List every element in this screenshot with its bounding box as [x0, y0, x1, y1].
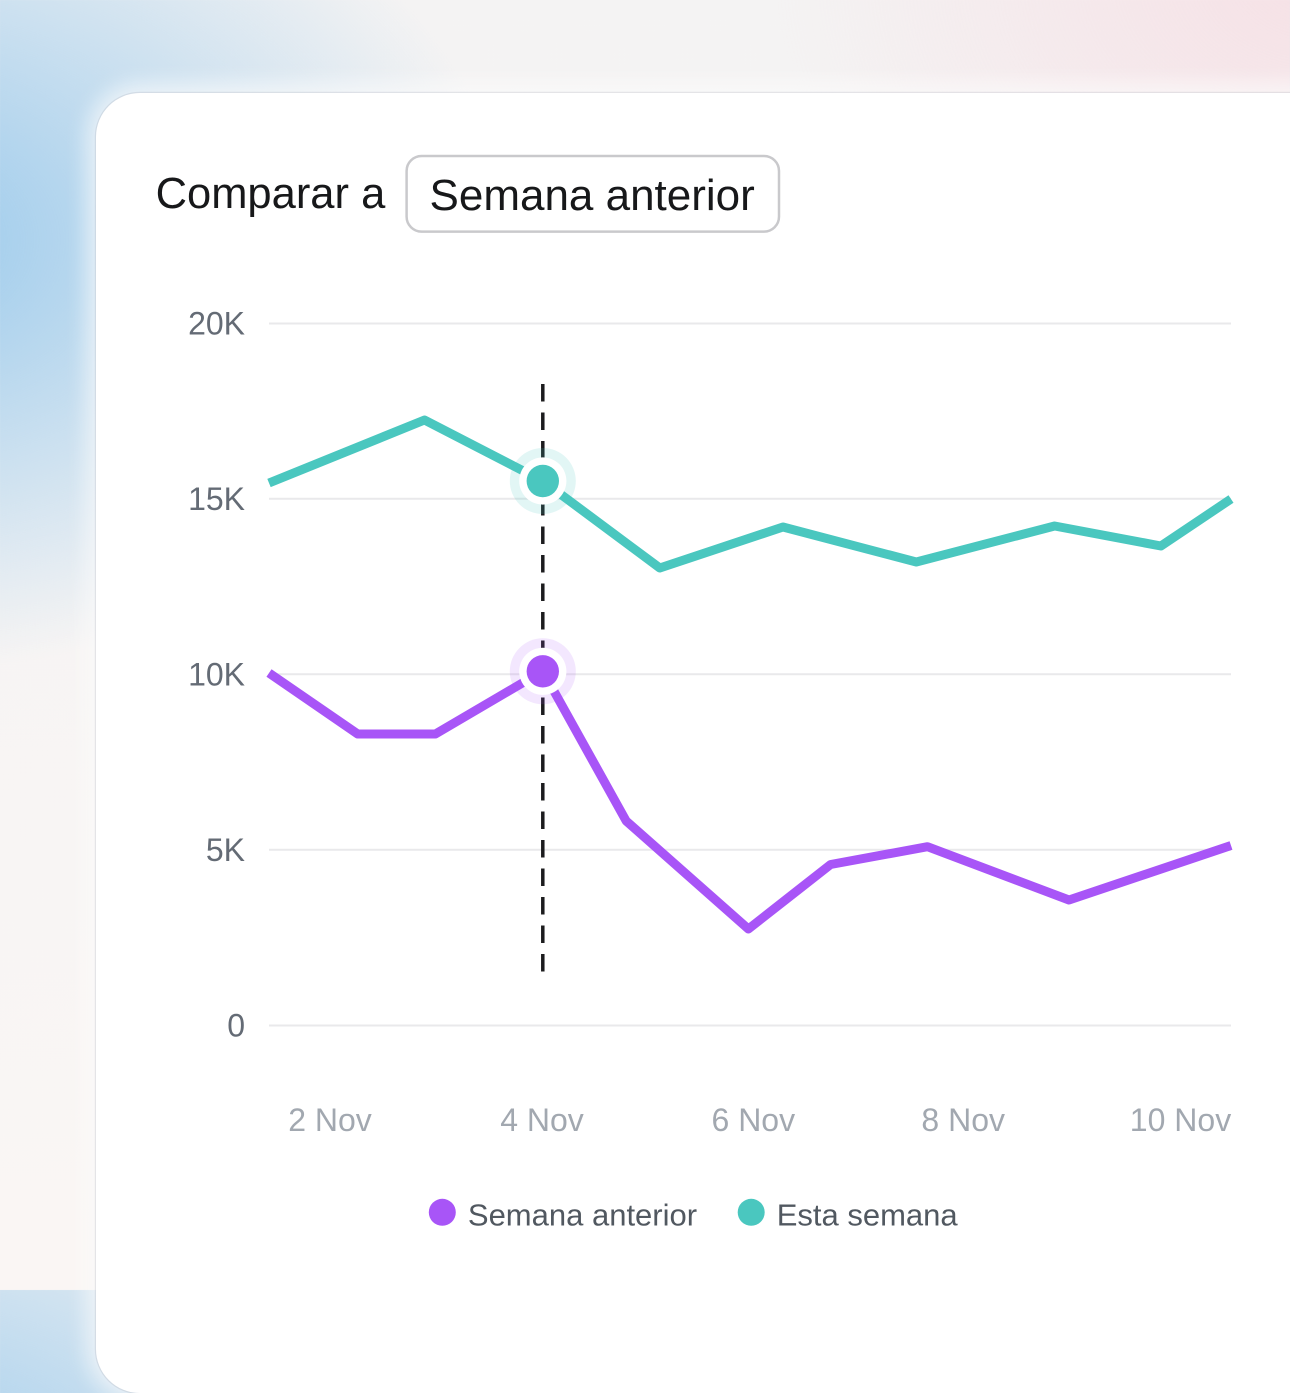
svg-text:Comparar a: Comparar a [156, 170, 386, 218]
svg-text:10 Nov: 10 Nov [1130, 1102, 1231, 1138]
svg-text:10K: 10K [188, 656, 245, 692]
svg-text:0: 0 [227, 1008, 245, 1044]
svg-text:2 Nov: 2 Nov [288, 1102, 372, 1138]
svg-text:5K: 5K [206, 832, 245, 868]
svg-text:8 Nov: 8 Nov [921, 1102, 1005, 1138]
svg-text:Semana anterior: Semana anterior [468, 1197, 697, 1232]
svg-text:Esta semana: Esta semana [777, 1197, 959, 1232]
svg-text:6 Nov: 6 Nov [712, 1102, 796, 1138]
svg-text:Semana anterior: Semana anterior [430, 171, 755, 220]
svg-text:15K: 15K [188, 481, 245, 517]
svg-text:20K: 20K [188, 306, 245, 342]
svg-text:4 Nov: 4 Nov [500, 1102, 584, 1138]
